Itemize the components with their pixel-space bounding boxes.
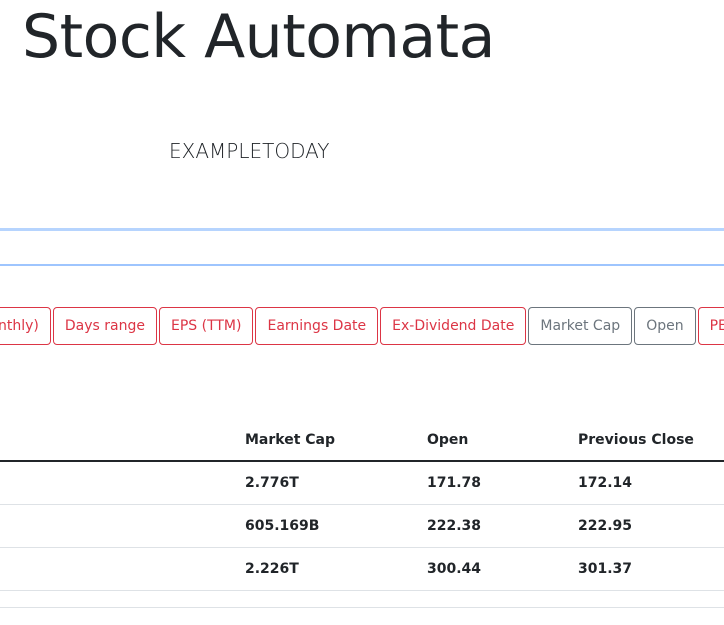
page-subtitle: EXAMPLETODAY (169, 139, 330, 163)
stock-table: Market Cap Open Previous Close 2.776T 17… (0, 420, 724, 591)
column-toggle-button[interactable]: nthly) (0, 307, 51, 345)
column-toggle-button[interactable]: EPS (TTM) (158, 307, 254, 345)
column-toggle-button[interactable]: Open (634, 307, 696, 345)
table-cell: 171.78 (427, 461, 578, 505)
table-cell (0, 461, 245, 505)
column-toggle-button[interactable]: PE (697, 307, 724, 345)
column-toggle-buttons: nthly) Days range EPS (TTM) Earnings Dat… (0, 307, 724, 345)
table-row: 605.169B 222.38 222.95 (0, 504, 724, 548)
column-toggle-button[interactable]: Ex-Dividend Date (380, 307, 527, 345)
table-row: 2.776T 171.78 172.14 (0, 461, 724, 505)
column-toggle-button[interactable]: Days range (52, 307, 157, 345)
table-cell: 300.44 (427, 547, 578, 591)
column-toggle-button[interactable]: Earnings Date (255, 307, 379, 345)
app-title: Stock Automata (22, 2, 495, 72)
table-cell: 222.38 (427, 504, 578, 548)
table-header: Market Cap (245, 420, 427, 462)
table-cell: 301.37 (578, 547, 724, 591)
table-header: Previous Close (578, 420, 724, 462)
table-header-row: Market Cap Open Previous Close (0, 420, 724, 462)
table-cell: 605.169B (245, 504, 427, 548)
table-header: Open (427, 420, 578, 462)
table-cell: 222.95 (578, 504, 724, 548)
table-cell (0, 504, 245, 548)
table-row: 2.226T 300.44 301.37 (0, 547, 724, 591)
table-cell: 2.226T (245, 547, 427, 591)
table-header (0, 420, 245, 462)
column-toggle-button[interactable]: Market Cap (528, 307, 633, 345)
table-cell: 172.14 (578, 461, 724, 505)
search-input[interactable] (0, 228, 724, 266)
table-cell (0, 547, 245, 591)
table-cell: 2.776T (245, 461, 427, 505)
stock-table-container: Market Cap Open Previous Close 2.776T 17… (0, 420, 724, 591)
table-divider (0, 607, 724, 608)
